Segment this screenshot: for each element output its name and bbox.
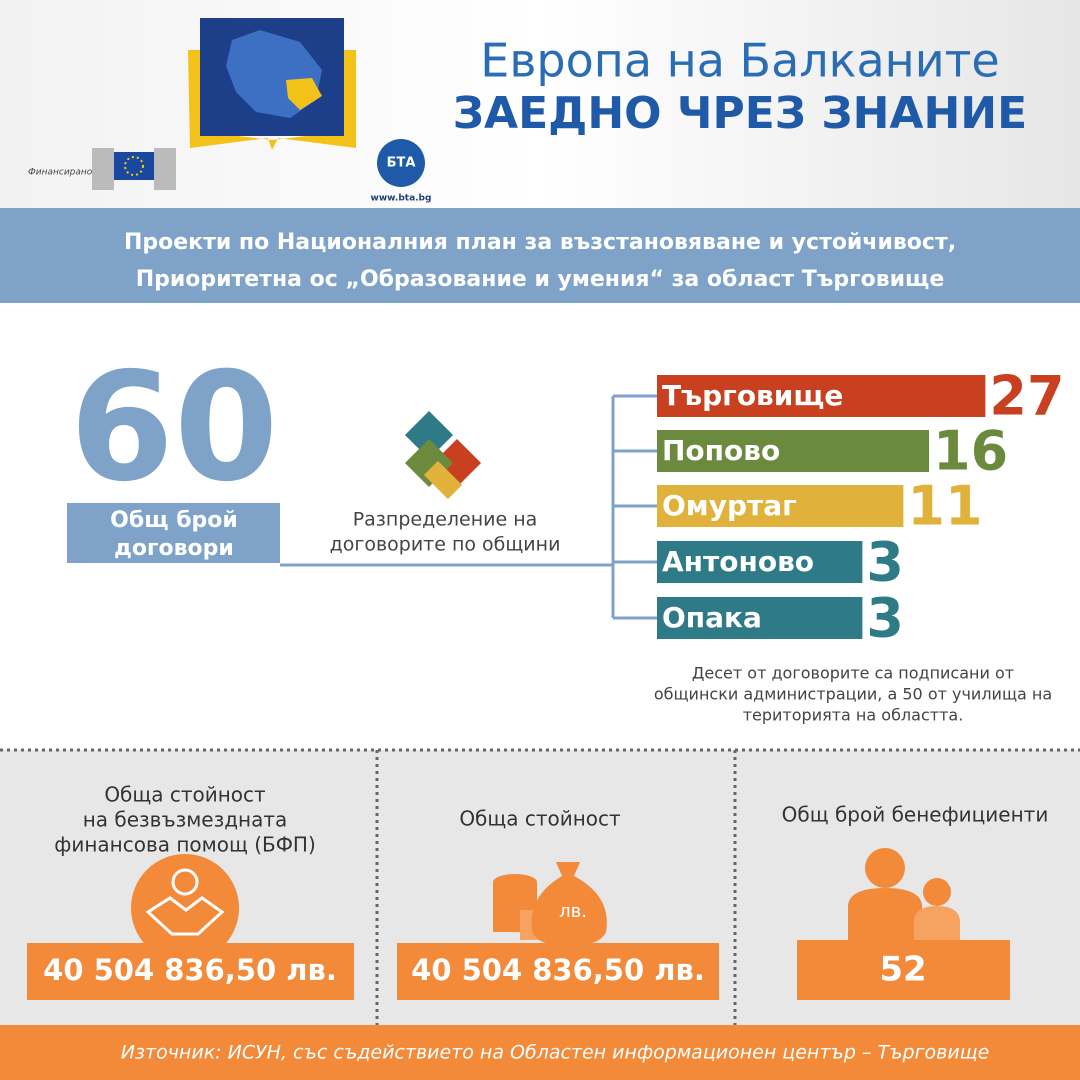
stat-box [27,943,354,1000]
stat-box [397,943,719,1000]
note: Десет от договорите са подписани от [692,664,1014,683]
ornament [404,410,482,500]
bta-url: www.bta.bg [371,194,432,204]
bar-label: Омуртаг [662,489,797,522]
stat-title: Обща стойност [104,783,266,807]
value-label: 3 [866,531,904,594]
value-label: 16 [933,420,1008,483]
bag-label: лв. [559,901,587,922]
value-label: 27 [989,365,1064,428]
footer-bg [0,1025,1080,1080]
bar-label: Антоново [662,545,814,578]
funded-by: Финансирано от [28,168,107,178]
stat-value: 40 504 836,50 лв. [43,953,337,987]
bar [657,541,863,583]
bta-logo-text: БТА [387,156,416,171]
people-icon [848,848,960,940]
header-bg [0,0,1080,208]
bar [657,375,986,417]
bar [657,597,863,639]
caption: договорите по общини [330,534,561,556]
logo-book [188,18,356,150]
header-title: Европа на Балканите [480,34,999,88]
handshake-icon [131,854,239,962]
value-label: 3 [866,587,904,650]
stat-title: финансова помощ (БФП) [54,833,316,857]
note: общински администрации, а 50 от училища … [654,685,1052,704]
money-icon [493,862,607,946]
bar-label: Попово [662,434,780,467]
bar [657,430,929,472]
source: Източник: ИСУН, със съдействието на Обла… [121,1042,990,1064]
note: територията на областта. [743,706,964,725]
total-box [67,503,280,563]
caption: Разпределение на [353,509,538,531]
bta-logo: БТА [377,139,425,187]
banner-line: Приоритетна ос „Образование и умения“ за… [136,267,945,292]
eu-logo [92,148,176,190]
stat-title: на безвъзмездната [83,808,288,832]
bar-chart: Търговище 27 Попово 16 Омуртаг 11 Антоново 3 Опа… [613,365,1065,650]
value-label: 11 [907,475,982,538]
total-label: договори [114,536,234,561]
total-value: 60 [70,341,279,515]
bar [657,485,904,527]
header-subtitle: ЗАЕДНО ЧРЕЗ ЗНАНИЕ [453,88,1027,139]
banner-bg [0,208,1080,303]
bar-label: Опака [662,601,762,634]
bar-label: Търговище [662,379,843,412]
stat-title: Общ брой бенефициенти [782,803,1049,827]
stat-box [797,940,1010,1000]
stat-title: Обща стойност [459,807,621,831]
total-label: Общ брой [110,508,238,533]
banner-line: Проекти по Националния план за възстанов… [124,230,956,255]
stat-value: 40 504 836,50 лв. [411,953,705,987]
stat-value: 52 [879,950,926,990]
